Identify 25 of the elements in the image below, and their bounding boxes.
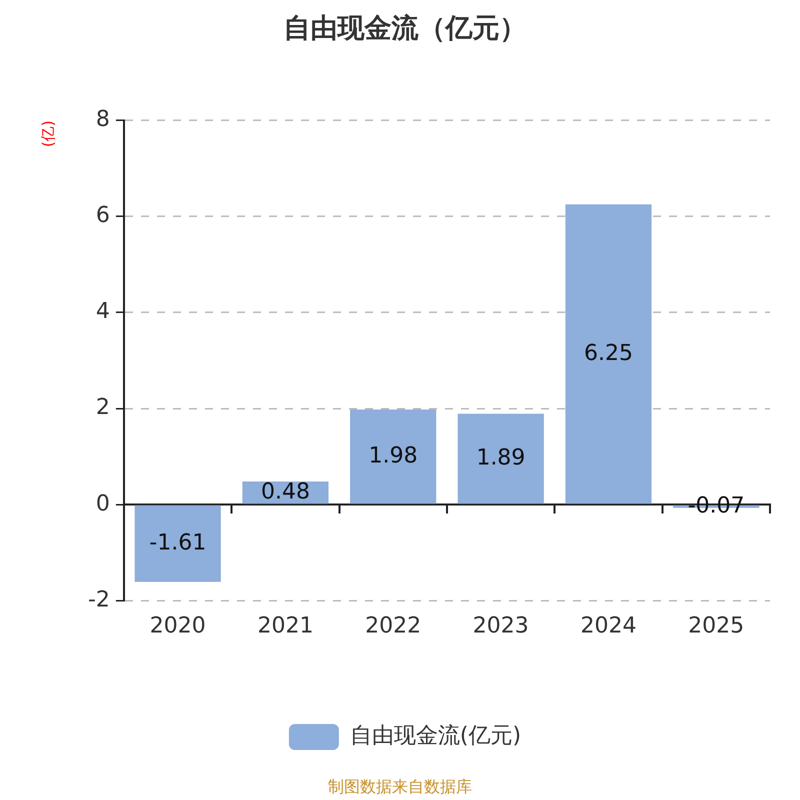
y-tick-label: 0 [96, 491, 110, 516]
data-label: 6.25 [584, 340, 633, 366]
x-tick-label: 2022 [365, 614, 422, 639]
bar [134, 505, 221, 582]
x-tick-label: 2024 [580, 614, 636, 639]
y-axis-title: (亿) [38, 120, 57, 148]
chart-title: 自由现金流（亿元） [284, 13, 526, 44]
legend-label: 自由现金流(亿元) [350, 724, 522, 749]
bar [458, 414, 544, 504]
data-label: -1.61 [149, 530, 206, 556]
data-label: 1.98 [368, 443, 418, 468]
y-tick-label: 8 [96, 107, 110, 132]
data-label: 0.48 [260, 479, 310, 504]
y-tick-label: 4 [96, 299, 110, 324]
text: 制图数据来自数据库 [327, 777, 473, 797]
data-label: 1.89 [476, 446, 526, 471]
x-tick-label: 2021 [257, 614, 314, 639]
x-tick-label: 2020 [150, 614, 206, 639]
x-tick-label: 2023 [472, 614, 529, 639]
x-tick-label: 2025 [688, 614, 744, 639]
y-tick-label: -2 [88, 587, 110, 612]
y-tick-label: 2 [96, 395, 110, 420]
bar [350, 409, 436, 504]
bar [565, 204, 652, 504]
y-tick-label: 6 [96, 203, 110, 228]
